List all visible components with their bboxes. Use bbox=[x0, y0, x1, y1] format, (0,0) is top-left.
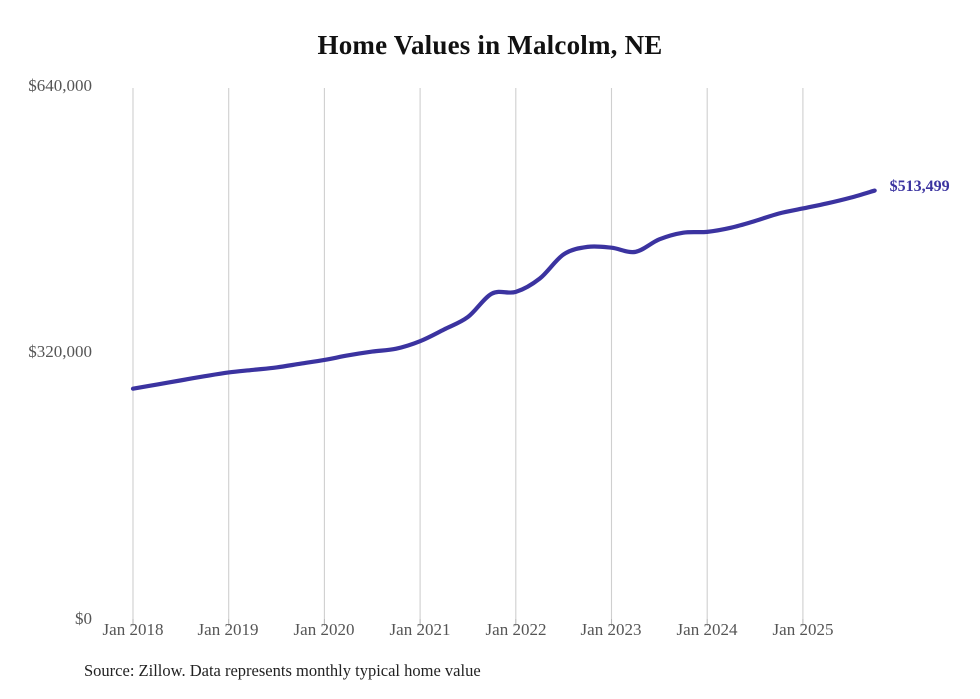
y-tick-label-bottom: $0 bbox=[75, 609, 92, 628]
x-tick-label-jan-2024: Jan 2024 bbox=[676, 620, 738, 639]
x-tick-label-jan-2018: Jan 2018 bbox=[102, 620, 164, 639]
end-value-label: $513,499 bbox=[889, 177, 950, 195]
x-tick-label-jan-2019: Jan 2019 bbox=[197, 620, 259, 639]
x-tick-label-jan-2025: Jan 2025 bbox=[772, 620, 834, 639]
source-note: Source: Zillow. Data represents monthly … bbox=[84, 661, 481, 680]
x-tick-label-jan-2020: Jan 2020 bbox=[293, 620, 355, 639]
x-tick-label-jan-2021: Jan 2021 bbox=[389, 620, 451, 639]
gridlines bbox=[132, 88, 804, 619]
y-tick-label-top: $640,000 bbox=[28, 76, 92, 95]
chart-title: Home Values in Malcolm, NE bbox=[317, 30, 663, 60]
x-axis-ticks bbox=[132, 619, 804, 626]
value-line bbox=[130, 188, 877, 391]
x-tick-label-jan-2023: Jan 2023 bbox=[580, 620, 642, 639]
y-tick-label-mid: $320,000 bbox=[28, 342, 92, 361]
x-tick-label-jan-2022: Jan 2022 bbox=[485, 620, 547, 639]
